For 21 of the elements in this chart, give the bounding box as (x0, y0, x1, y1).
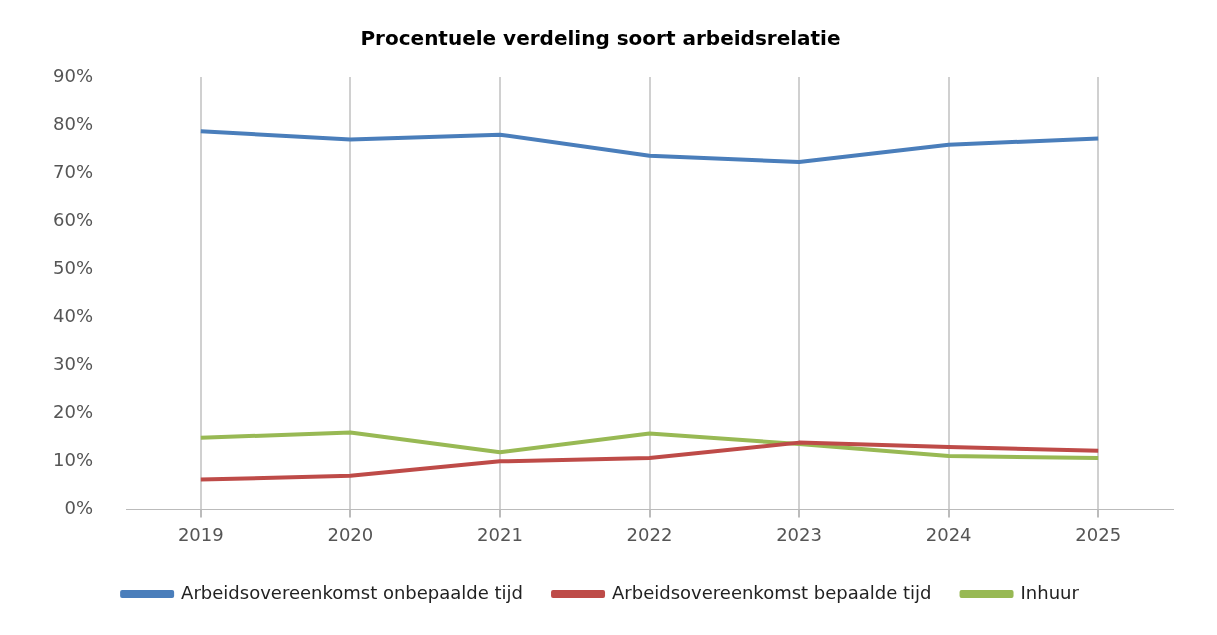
legend-label: Inhuur (1020, 581, 1080, 603)
y-tick-label: 50% (52, 256, 94, 278)
y-tick-label: 30% (52, 352, 94, 374)
y-tick-label: 60% (52, 208, 94, 230)
x-tick-label: 2020 (327, 523, 374, 545)
x-tick-label: 2021 (477, 523, 523, 545)
y-tick-label: 70% (52, 160, 94, 182)
x-tick-label: 2019 (177, 523, 224, 545)
x-tick-label: 2025 (1075, 523, 1122, 545)
legend-label: Arbeidsovereenkomst onbepaalde tijd (181, 581, 524, 603)
y-tick-label: 40% (52, 304, 94, 326)
y-tick-label: 10% (52, 449, 94, 471)
x-tick-label: 2024 (925, 523, 972, 545)
legend-label: Arbeidsovereenkomst bepaalde tijd (612, 581, 932, 603)
y-tick-label: 20% (52, 400, 94, 422)
y-tick-label: 80% (52, 112, 94, 134)
x-tick-label: 2022 (626, 523, 673, 545)
y-tick-label: 90% (52, 64, 94, 86)
y-tick-label: 0% (64, 497, 94, 519)
chart-title: Procentuele verdeling soort arbeidsrelatie (360, 26, 841, 51)
x-tick-label: 2023 (776, 523, 822, 545)
